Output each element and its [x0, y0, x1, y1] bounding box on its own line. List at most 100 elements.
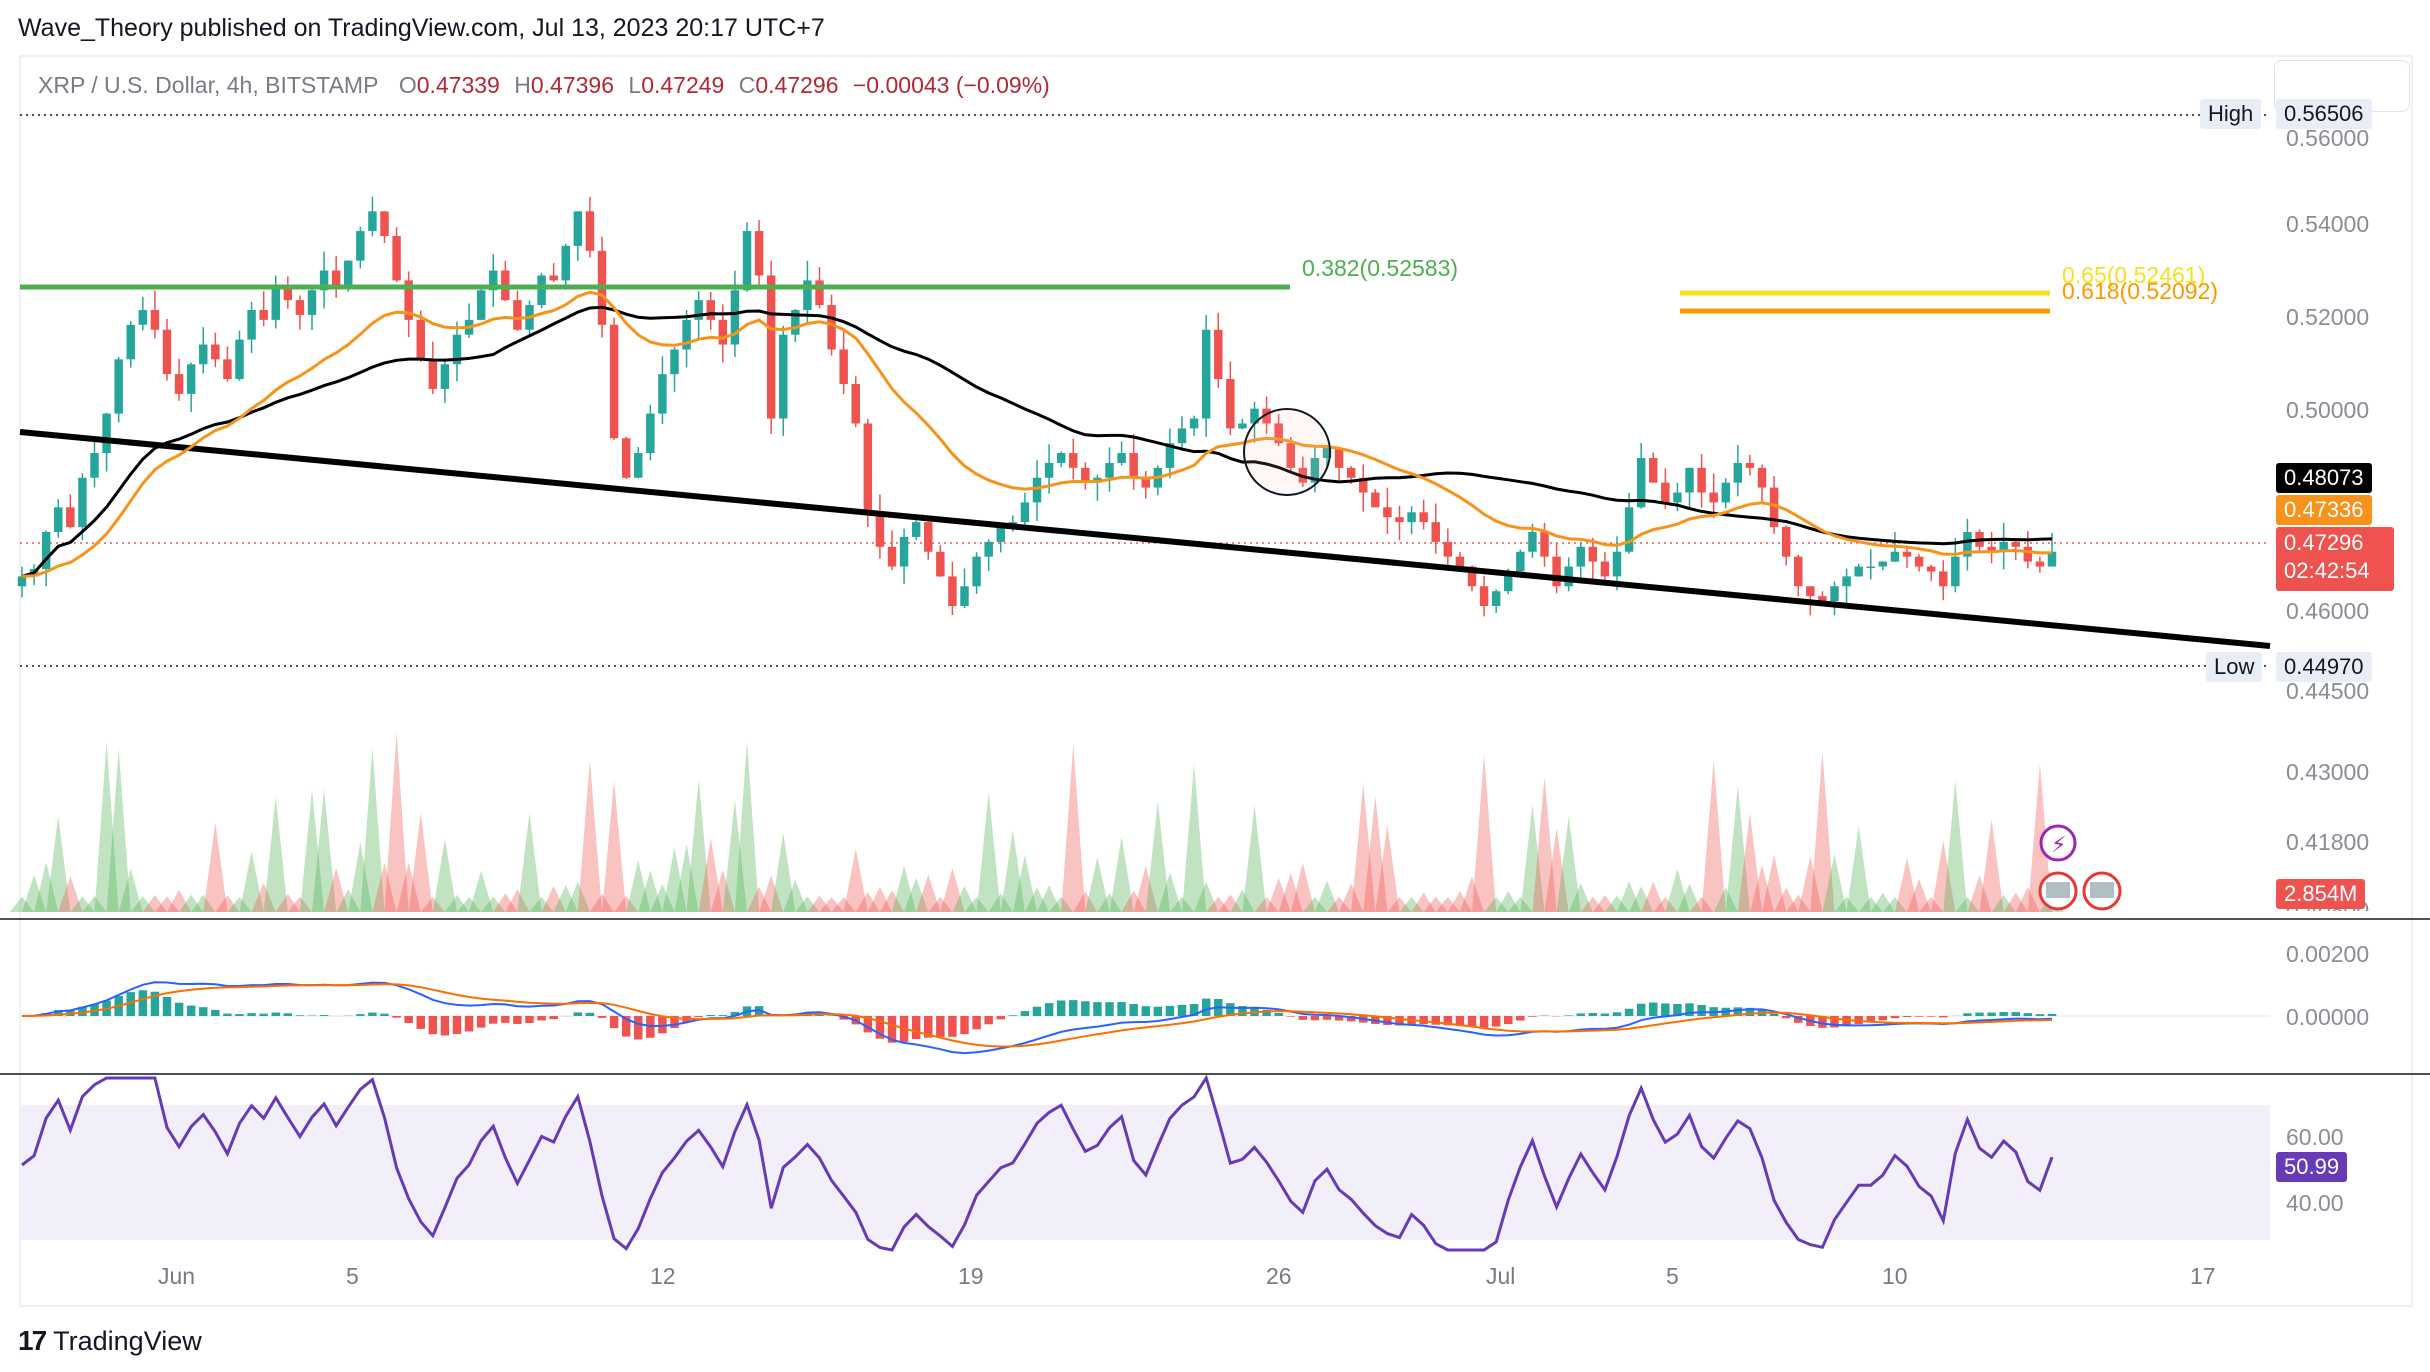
volume-spike — [457, 896, 482, 912]
candle-body — [1902, 551, 1912, 557]
macd-bar — [2011, 1012, 2020, 1016]
candle-body — [1818, 596, 1827, 602]
price-tick: 0.41800 — [2286, 829, 2370, 855]
candle-body — [936, 551, 945, 577]
macd-bar — [1636, 1003, 1646, 1016]
macd-bar — [1346, 1016, 1356, 1022]
volume-spike — [493, 893, 518, 912]
macd-bar — [1443, 1016, 1453, 1026]
volume-spike — [336, 889, 361, 912]
volume-spike — [1435, 896, 1460, 912]
macd-bar — [162, 996, 172, 1016]
macd-bar — [1926, 1016, 1936, 1017]
candle-body — [1117, 453, 1126, 463]
candle-body — [1407, 512, 1416, 523]
macd-bar — [960, 1016, 969, 1035]
volume-spike — [505, 889, 530, 912]
high-label: H — [514, 72, 531, 98]
candle-body — [585, 211, 595, 251]
macd-bar — [138, 990, 148, 1016]
last-price-value: 0.47296 — [2284, 530, 2364, 555]
fib-65-label: 0.65(0.52461) — [2062, 262, 2205, 288]
candle-body — [1999, 541, 2008, 552]
macd-bar — [1733, 1007, 1743, 1016]
volume-spike — [469, 870, 494, 912]
macd-bar — [1564, 1015, 1573, 1016]
volume-spike — [118, 868, 143, 912]
volume-spike — [154, 896, 180, 912]
macd-bar — [1262, 1009, 1271, 1016]
volume-spike — [2027, 763, 2052, 912]
close-value: 0.47296 — [755, 72, 839, 98]
ma200-price-badge: 0.48073 — [2276, 463, 2372, 493]
candle-body — [1697, 467, 1706, 493]
candle-body — [1661, 482, 1670, 503]
volume-spike — [1749, 865, 1775, 912]
volume-spike — [1532, 776, 1557, 912]
symbol-label[interactable]: XRP / U.S. Dollar, 4h, BITSTAMP — [38, 72, 379, 98]
volume-spike — [916, 874, 941, 912]
macd-bar — [658, 1016, 667, 1034]
volume-spike — [203, 822, 228, 912]
candle-body — [1226, 379, 1235, 429]
macd-signal-line — [21, 983, 2053, 1048]
macd-bar — [549, 1016, 558, 1020]
volume-area — [9, 731, 2065, 912]
candle-body — [1165, 443, 1175, 468]
lightning-icon[interactable] — [2039, 824, 2077, 862]
time-label: Jun — [158, 1263, 196, 1289]
candle-body — [1576, 546, 1585, 567]
time-label: 10 — [1882, 1263, 1908, 1289]
low-label: L — [628, 72, 642, 98]
volume-spike — [396, 862, 421, 912]
volume-spike — [976, 792, 1001, 912]
volume-spike — [517, 813, 542, 912]
candlesticks — [17, 196, 2057, 617]
volume-spike — [1931, 840, 1956, 912]
candle-body — [779, 334, 788, 419]
candle-body — [1926, 566, 1936, 572]
volume-spike — [1713, 887, 1738, 912]
price-tick: 0.52000 — [2286, 304, 2370, 330]
candle-body — [1673, 492, 1682, 503]
candle-body — [186, 364, 196, 394]
macd-bar — [1226, 1003, 1235, 1016]
volume-spike — [988, 893, 1013, 912]
low-marker-value: 0.44970 — [2276, 652, 2372, 682]
macd-bar — [476, 1016, 486, 1028]
macd-bar — [875, 1016, 885, 1039]
candle-body — [911, 522, 921, 537]
candle-body — [609, 324, 619, 439]
macd-bar — [1431, 1016, 1440, 1025]
macd-bar — [1878, 1016, 1888, 1021]
volume-spike — [904, 877, 929, 912]
time-axis[interactable]: Jun 5 12 19 26 Jul 5 10 17 — [0, 1263, 2430, 1293]
candle-body — [1491, 591, 1501, 606]
macd-bar — [1673, 1003, 1682, 1016]
candle-body — [1431, 522, 1440, 542]
candle-body — [1479, 586, 1489, 606]
brand-name: TradingView — [53, 1325, 202, 1356]
candle-body — [1781, 527, 1791, 557]
macd-bar — [1600, 1013, 1610, 1016]
candle-body — [41, 532, 51, 569]
volume-spike — [722, 799, 747, 912]
time-label: 5 — [346, 1263, 359, 1289]
candle-body — [90, 453, 99, 478]
volume-spike — [1278, 872, 1303, 912]
candle-body — [1757, 467, 1767, 488]
macd-bar — [223, 1013, 232, 1016]
macd-bar — [1818, 1016, 1827, 1028]
volume-spike — [372, 862, 397, 912]
volume-spike — [1629, 886, 1654, 912]
macd-bar — [1588, 1012, 1598, 1016]
volume-spike — [1073, 891, 1098, 912]
macd-bar — [1153, 1006, 1163, 1016]
candle-body — [1214, 329, 1223, 380]
volume-spike — [287, 896, 312, 912]
tradingview-logo[interactable]: 17 TradingView — [18, 1325, 202, 1357]
candle-body — [1685, 467, 1694, 493]
volume-spike — [892, 865, 917, 912]
volume-spike — [1484, 896, 1509, 912]
